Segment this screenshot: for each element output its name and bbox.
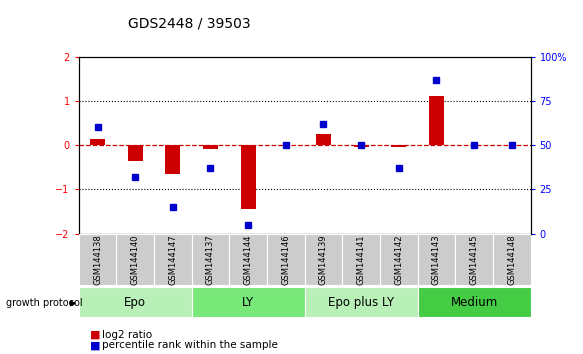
Text: LY: LY	[242, 296, 254, 309]
Bar	[342, 234, 380, 285]
Text: log2 ratio: log2 ratio	[102, 330, 152, 339]
Bar	[493, 234, 531, 285]
Bar	[304, 234, 342, 285]
Bar	[316, 134, 331, 145]
Text: GSM144142: GSM144142	[394, 234, 403, 285]
Bar	[417, 287, 531, 317]
Bar	[267, 234, 304, 285]
Text: growth protocol: growth protocol	[6, 298, 82, 308]
Bar	[353, 145, 368, 147]
Text: GSM144146: GSM144146	[281, 234, 290, 285]
Text: GDS2448 / 39503: GDS2448 / 39503	[128, 16, 251, 30]
Bar	[166, 145, 180, 174]
Bar	[79, 287, 192, 317]
Bar	[241, 145, 256, 209]
Text: GSM144148: GSM144148	[507, 234, 516, 285]
Text: GSM144138: GSM144138	[93, 234, 102, 285]
Text: GSM144140: GSM144140	[131, 234, 140, 285]
Bar	[90, 138, 105, 145]
Bar	[154, 234, 192, 285]
Bar	[455, 234, 493, 285]
Bar	[229, 234, 267, 285]
Text: GSM144144: GSM144144	[244, 234, 252, 285]
Text: Epo: Epo	[124, 296, 146, 309]
Text: Epo plus LY: Epo plus LY	[328, 296, 394, 309]
Bar	[391, 145, 406, 147]
Bar	[203, 145, 218, 149]
Text: GSM144143: GSM144143	[432, 234, 441, 285]
Bar	[417, 234, 455, 285]
Bar	[380, 234, 417, 285]
Text: GSM144139: GSM144139	[319, 234, 328, 285]
Text: percentile rank within the sample: percentile rank within the sample	[102, 340, 278, 350]
Bar	[117, 234, 154, 285]
Bar	[192, 287, 304, 317]
Text: GSM144137: GSM144137	[206, 234, 215, 285]
Bar	[192, 234, 229, 285]
Text: ■: ■	[90, 330, 101, 339]
Text: GSM144145: GSM144145	[469, 234, 479, 285]
Text: Medium: Medium	[451, 296, 498, 309]
Bar	[304, 287, 417, 317]
Text: ■: ■	[90, 340, 101, 350]
Text: GSM144147: GSM144147	[168, 234, 177, 285]
Bar	[79, 234, 117, 285]
Text: GSM144141: GSM144141	[357, 234, 366, 285]
Bar	[429, 96, 444, 145]
Bar	[128, 145, 143, 161]
